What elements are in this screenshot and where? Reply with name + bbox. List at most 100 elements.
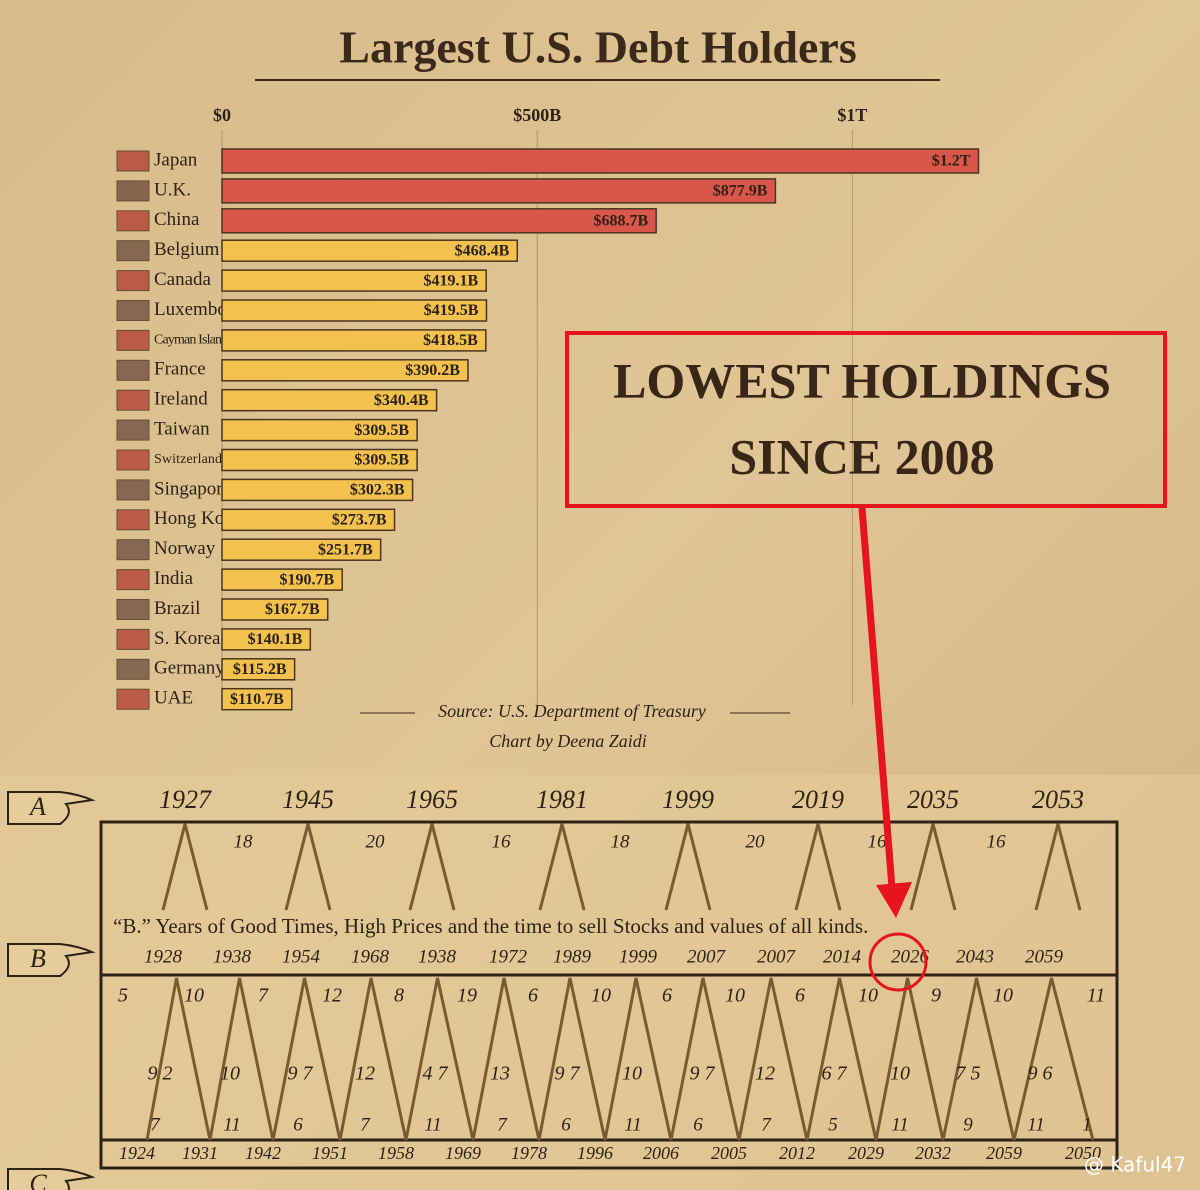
c-number: 8	[394, 985, 404, 1007]
c-number: 7	[360, 1114, 371, 1135]
c-number: 6	[795, 985, 805, 1007]
cycle-peak	[538, 823, 586, 911]
row-label: C	[29, 1169, 47, 1190]
value-label: $419.1B	[424, 272, 479, 289]
flag	[116, 628, 150, 650]
c-number: 6	[693, 1114, 703, 1135]
cycle-frame	[99, 820, 1119, 1170]
c-number: 12	[755, 1063, 775, 1085]
a-interval: 18	[611, 831, 631, 852]
c-number: 11	[891, 1114, 909, 1135]
chart-title: Largest U.S. Debt Holders	[339, 22, 856, 73]
flag	[116, 419, 150, 441]
flag	[116, 210, 150, 232]
annotation: LOWEST HOLDINGS SINCE 2008	[565, 331, 1167, 992]
bar	[221, 359, 469, 382]
b-year: 1938	[213, 946, 252, 967]
cycle-peak	[1034, 823, 1082, 911]
c-number: 7 5	[956, 1063, 981, 1085]
c-year: 1958	[378, 1143, 414, 1163]
y-tick-label: Germany	[154, 658, 225, 679]
c-year: 2059	[986, 1143, 1022, 1163]
bar	[221, 658, 296, 681]
y-tick-label: S. Korea	[154, 628, 221, 649]
flag	[116, 539, 150, 561]
y-tick-label: Taiwan	[154, 418, 210, 439]
flag	[116, 389, 150, 411]
y-tick-label: Canada	[154, 269, 212, 290]
c-number: 11	[1027, 1114, 1045, 1135]
value-label: $390.2B	[405, 362, 460, 379]
b-year: 1999	[619, 946, 658, 967]
value-label: $340.4B	[374, 392, 429, 409]
c-number: 6	[662, 985, 672, 1007]
c-year: 2006	[643, 1143, 679, 1163]
bar	[221, 239, 519, 262]
a-year: 2019	[792, 785, 844, 814]
c-year: 2012	[779, 1143, 815, 1163]
c-number: 6 7	[822, 1063, 848, 1085]
bar	[221, 388, 438, 412]
value-label: $877.9B	[713, 183, 768, 200]
cycle-peak	[909, 823, 957, 911]
bar	[221, 687, 293, 711]
c-number: 10	[622, 1063, 642, 1085]
a-year: 2035	[907, 785, 959, 814]
value-label: $419.5B	[424, 302, 479, 319]
a-interval: 16	[987, 831, 1007, 852]
flag	[116, 569, 150, 591]
cycle-peak	[161, 823, 209, 911]
c-number: 9 7	[690, 1063, 716, 1085]
bar	[221, 628, 312, 651]
c-year: 2032	[915, 1143, 951, 1163]
pointing-hand	[7, 943, 96, 977]
c-number: 9 2	[148, 1063, 173, 1085]
b-year: 1968	[351, 946, 390, 967]
bar	[221, 329, 487, 352]
a-interval: 16	[492, 831, 512, 852]
c-year: 2005	[711, 1143, 747, 1163]
bar	[221, 568, 343, 591]
a-year: 1965	[406, 785, 458, 814]
c-number: 11	[624, 1114, 642, 1135]
a-interval: 20	[366, 831, 386, 852]
x-tick-label: $0	[213, 105, 231, 125]
a-year: 2053	[1032, 785, 1084, 814]
flag	[116, 270, 150, 292]
b-caption: “B.” Years of Good Times, High Prices an…	[113, 914, 868, 938]
y-tick-label: China	[154, 209, 200, 230]
bar	[221, 418, 418, 442]
a-interval: 16	[868, 831, 888, 852]
c-number: 7	[761, 1114, 772, 1135]
c-number: 7	[497, 1114, 508, 1135]
c-number: 11	[1087, 985, 1106, 1007]
flag	[116, 240, 150, 262]
c-year: 2050	[1065, 1143, 1101, 1163]
flag	[116, 150, 150, 172]
x-tick-label: $1T	[837, 105, 867, 125]
y-tick-label: Luxembou	[154, 299, 237, 320]
c-number: 13	[490, 1063, 510, 1085]
cycle-peak	[284, 823, 332, 911]
bar	[221, 208, 657, 234]
flag	[116, 688, 150, 710]
c-number: 5	[828, 1114, 838, 1135]
flag	[116, 329, 150, 351]
b-year: 2059	[1025, 946, 1064, 967]
c-number: 7	[150, 1114, 161, 1135]
source: Source: U.S. Department of Treasury	[438, 701, 706, 721]
b-year: 2014	[823, 946, 862, 967]
flag	[116, 658, 150, 680]
flag	[116, 300, 150, 321]
highlight-circle	[868, 932, 928, 992]
c-number: 9 6	[1028, 1063, 1053, 1085]
bar	[221, 269, 487, 292]
c-number: 9 7	[288, 1063, 314, 1085]
bar	[221, 448, 418, 472]
annotation-box	[565, 331, 1167, 508]
b-year: 1972	[489, 946, 528, 967]
y-tick-label: Ireland	[154, 389, 208, 410]
b-year: 2043	[956, 946, 994, 967]
value-label: $251.7B	[318, 541, 373, 558]
